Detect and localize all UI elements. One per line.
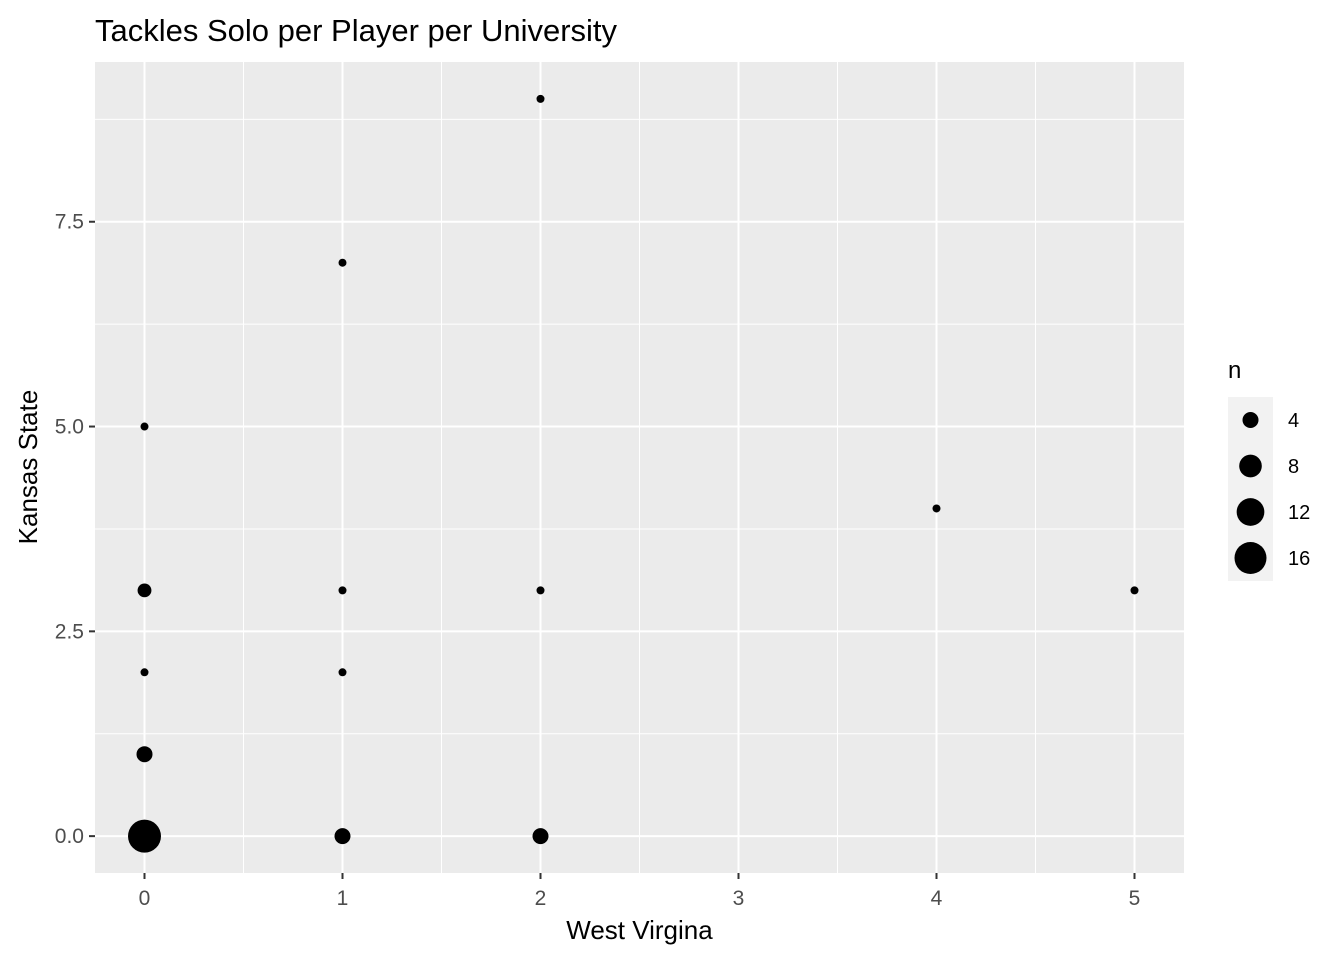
- y-axis: 0.0 2.5 5.0 7.5: [55, 211, 95, 848]
- data-point: [338, 668, 347, 677]
- chart-title: Tackles Solo per Player per University: [95, 13, 618, 48]
- data-point: [338, 586, 347, 595]
- y-axis-title: Kansas State: [13, 390, 43, 545]
- x-tick-label: 4: [931, 887, 943, 910]
- data-point: [140, 422, 149, 431]
- x-axis-title: West Virgina: [566, 915, 713, 945]
- data-point: [136, 746, 153, 763]
- x-tick-label: 0: [139, 887, 151, 910]
- data-points: [128, 94, 1139, 853]
- legend-key-point: [1242, 412, 1259, 428]
- x-tick-label: 3: [733, 887, 745, 910]
- legend-key-point: [1234, 542, 1267, 574]
- data-point: [536, 586, 545, 595]
- data-point: [128, 819, 161, 853]
- legend-title: n: [1228, 357, 1241, 384]
- data-point: [140, 668, 149, 677]
- x-tick-label: 2: [535, 887, 547, 910]
- y-tick-label: 5.0: [55, 416, 84, 439]
- y-tick-label: 7.5: [55, 211, 84, 234]
- data-point: [1130, 586, 1139, 595]
- legend-label: 12: [1288, 502, 1310, 524]
- x-axis: 0 1 2 3 4 5: [139, 873, 1141, 910]
- x-tick-label: 1: [337, 887, 349, 910]
- legend-label: 4: [1288, 410, 1299, 432]
- size-legend: n 4 8 12 16: [1228, 357, 1310, 581]
- legend-key-point: [1239, 454, 1262, 478]
- data-point: [338, 258, 347, 267]
- y-tick-label: 0.0: [55, 825, 84, 848]
- major-gridlines: [95, 62, 1184, 873]
- data-point: [334, 828, 351, 845]
- legend-label: 8: [1288, 456, 1299, 478]
- data-point: [137, 583, 152, 598]
- data-point: [932, 504, 941, 513]
- data-point: [536, 94, 545, 103]
- minor-gridlines: [95, 62, 1184, 873]
- y-tick-label: 2.5: [55, 620, 84, 643]
- data-point: [532, 828, 549, 845]
- legend-label: 16: [1288, 548, 1310, 570]
- x-tick-label: 5: [1129, 887, 1141, 910]
- legend-key-point: [1236, 498, 1265, 526]
